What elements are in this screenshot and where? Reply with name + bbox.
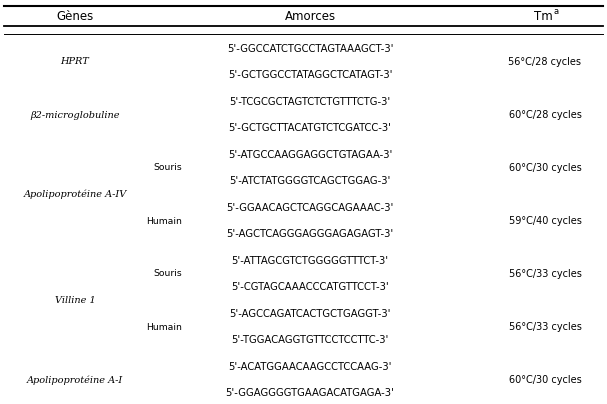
Text: Gènes: Gènes (56, 10, 93, 23)
Text: 5'-ATTAGCGTCTGGGGGTTTCT-3': 5'-ATTAGCGTCTGGGGGTTTCT-3' (231, 256, 388, 266)
Text: 56°C/33 cycles: 56°C/33 cycles (509, 322, 582, 332)
Text: 60°C/30 cycles: 60°C/30 cycles (509, 375, 582, 385)
Text: Humain: Humain (146, 322, 182, 332)
Text: β2-microglobuline: β2-microglobuline (30, 111, 120, 120)
Text: 5'-GGAACAGCTCAGGCAGAAAC-3': 5'-GGAACAGCTCAGGCAGAAAC-3' (226, 203, 394, 213)
Text: 5'-TCGCGCTAGTCTCTGTTTCTG-3': 5'-TCGCGCTAGTCTCTGTTTCTG-3' (229, 97, 391, 107)
Text: 5'-GCTGCTTACATGTCTCGATCC-3': 5'-GCTGCTTACATGTCTCGATCC-3' (228, 123, 392, 133)
Text: 5'-ACATGGAACAAGCCTCCAAG-3': 5'-ACATGGAACAAGCCTCCAAG-3' (228, 362, 392, 372)
Text: 5'-GGCCATCTGCCTAGTAAAGCT-3': 5'-GGCCATCTGCCTAGTAAAGCT-3' (227, 44, 393, 54)
Text: 5'-AGCTCAGGGAGGGAGAGAGT-3': 5'-AGCTCAGGGAGGGAGAGAGT-3' (226, 229, 393, 239)
Text: Villine 1: Villine 1 (55, 296, 95, 305)
Text: a: a (554, 8, 559, 17)
Text: 60°C/30 cycles: 60°C/30 cycles (509, 163, 582, 173)
Text: 59°C/40 cycles: 59°C/40 cycles (509, 216, 582, 226)
Text: 60°C/28 cycles: 60°C/28 cycles (509, 110, 582, 120)
Text: 5'-AGCCAGATCACTGCTGAGGT-3': 5'-AGCCAGATCACTGCTGAGGT-3' (229, 309, 391, 319)
Text: 5'-ATCTATGGGGTCAGCTGGAG-3': 5'-ATCTATGGGGTCAGCTGGAG-3' (229, 176, 391, 186)
Text: Apolipoprotéine A-IV: Apolipoprotéine A-IV (24, 190, 127, 199)
Text: Tm: Tm (534, 10, 553, 23)
Text: 5'-GGAGGGGTGAAGACATGAGA-3': 5'-GGAGGGGTGAAGACATGAGA-3' (226, 388, 395, 398)
Text: Apolipoprotéine A-I: Apolipoprotéine A-I (27, 375, 123, 385)
Text: Amorces: Amorces (285, 10, 336, 23)
Text: Humain: Humain (146, 217, 182, 225)
Text: 5'-CGTAGCAAACCCATGTTCCT-3': 5'-CGTAGCAAACCCATGTTCCT-3' (231, 282, 389, 292)
Text: Souris: Souris (153, 164, 182, 173)
Text: 56°C/33 cycles: 56°C/33 cycles (509, 269, 582, 279)
Text: 56°C/28 cycles: 56°C/28 cycles (509, 57, 582, 67)
Text: Souris: Souris (153, 269, 182, 278)
Text: 5'-GCTGGCCTATAGGCTCATAGT-3': 5'-GCTGGCCTATAGGCTCATAGT-3' (228, 70, 392, 80)
Text: HPRT: HPRT (61, 57, 89, 67)
Text: 5'-ATGCCAAGGAGGCTGTAGAA-3': 5'-ATGCCAAGGAGGCTGTAGAA-3' (228, 150, 392, 160)
Text: 5'-TGGACAGGTGTTCCTCCTTC-3': 5'-TGGACAGGTGTTCCTCCTTC-3' (231, 335, 388, 345)
